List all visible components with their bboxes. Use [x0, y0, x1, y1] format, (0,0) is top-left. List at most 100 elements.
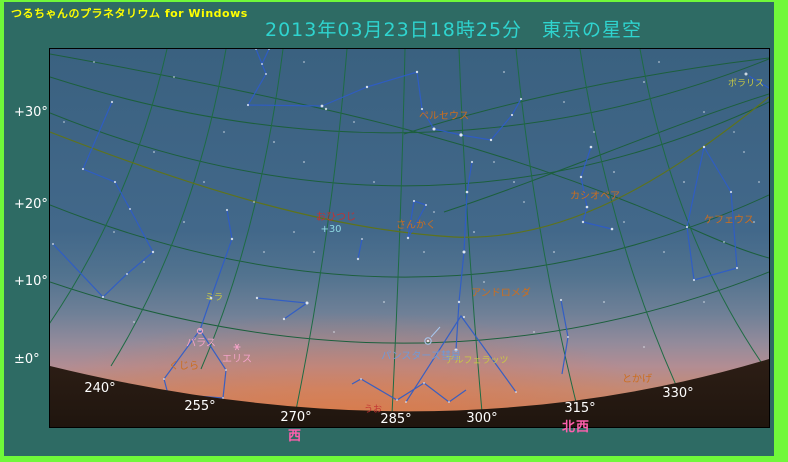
star	[563, 101, 565, 103]
star	[225, 369, 227, 371]
star	[313, 251, 315, 253]
star	[744, 72, 748, 76]
star	[143, 261, 145, 263]
label-cassiopeia: カシオペア	[570, 190, 620, 202]
star	[333, 331, 335, 333]
star	[581, 220, 585, 224]
star	[353, 121, 355, 123]
label-ecliptic-longitude-30: +30	[320, 224, 341, 235]
azimuth-grid-line	[200, 49, 284, 370]
star	[585, 205, 589, 209]
label-cepheus: ケフェウス	[704, 214, 754, 226]
star	[52, 243, 54, 245]
star	[425, 204, 427, 206]
star	[613, 171, 615, 173]
star	[433, 211, 435, 213]
star	[396, 399, 398, 401]
star	[692, 278, 696, 282]
label-andromeda: アンドロメダ	[471, 286, 531, 299]
comet-tail	[430, 326, 441, 338]
star	[268, 49, 270, 50]
star	[663, 251, 665, 253]
ecliptic-path	[50, 96, 769, 238]
star	[703, 301, 705, 303]
comet-panstarrs-symbol	[424, 326, 441, 345]
star	[225, 208, 229, 212]
constellation-line	[407, 200, 427, 239]
star	[610, 227, 614, 231]
star	[263, 251, 265, 253]
star	[643, 346, 645, 348]
azimuth-label-285: 285°	[380, 412, 411, 427]
altitude-label-00: ±0°	[14, 352, 40, 367]
ground-horizon	[50, 359, 769, 427]
star	[454, 348, 458, 352]
sky-chart[interactable]: 240° 255° 270° 285° 300° 315° 330° ペルセウス カシオペア ケフ…	[49, 48, 770, 428]
star	[448, 401, 450, 403]
constellation-line	[199, 209, 233, 331]
altitude-grid-arc	[50, 53, 769, 259]
label-eris: エリス	[222, 354, 252, 365]
azimuth-grid-line	[639, 49, 762, 363]
star	[255, 296, 259, 300]
altitude-label-+10: +10°	[14, 274, 48, 289]
star	[519, 97, 523, 101]
label-polaris: ポラリス	[728, 78, 764, 89]
star	[579, 175, 583, 179]
star	[360, 378, 362, 380]
star	[324, 107, 328, 111]
label-comet-panstarrs: パンスターズ彗星	[381, 349, 461, 362]
app-title: つるちゃんのプラネタリウム for Windows	[11, 7, 248, 20]
altitude-grid-arc	[443, 93, 769, 213]
star	[273, 141, 275, 143]
star	[412, 199, 416, 203]
star	[473, 231, 475, 233]
star	[459, 133, 463, 137]
altitude-grid-arc	[50, 194, 769, 278]
star	[203, 181, 205, 183]
star	[129, 208, 131, 210]
star	[361, 238, 363, 240]
star	[305, 301, 309, 305]
azimuth-label-270: 270°	[280, 410, 311, 425]
star	[415, 70, 419, 74]
star	[420, 107, 424, 111]
constellation-line	[357, 238, 363, 260]
star	[265, 73, 267, 75]
azimuth-label-315: 315°	[564, 401, 595, 416]
comet-coma	[424, 337, 432, 345]
star	[470, 160, 474, 164]
azimuth-grid-line	[579, 49, 677, 386]
star	[222, 397, 224, 399]
constellation-line	[52, 101, 154, 298]
star	[553, 251, 555, 253]
star	[303, 161, 305, 163]
star	[593, 131, 595, 133]
star	[173, 76, 175, 78]
star	[63, 121, 65, 123]
star	[93, 61, 95, 63]
star	[513, 181, 515, 183]
star	[113, 231, 115, 233]
star	[457, 300, 461, 304]
star	[230, 237, 234, 241]
constellation-line	[748, 75, 769, 89]
window-panel: つるちゃんのプラネタリウム for Windows 2013年03月23日18時…	[4, 2, 774, 456]
star	[483, 281, 485, 283]
star	[151, 250, 155, 254]
star	[729, 190, 733, 194]
star	[603, 301, 605, 303]
altitude-grid-arc	[403, 57, 769, 135]
comet-nucleus	[427, 340, 429, 342]
star	[559, 298, 563, 302]
label-pallas: パラス	[186, 337, 216, 349]
star	[753, 221, 755, 223]
star	[183, 221, 185, 223]
star	[533, 331, 535, 333]
asteroid-pallas-symbol	[196, 327, 204, 335]
star	[293, 231, 295, 233]
star	[110, 100, 114, 104]
eris-spoke	[234, 343, 240, 351]
star	[261, 63, 263, 65]
